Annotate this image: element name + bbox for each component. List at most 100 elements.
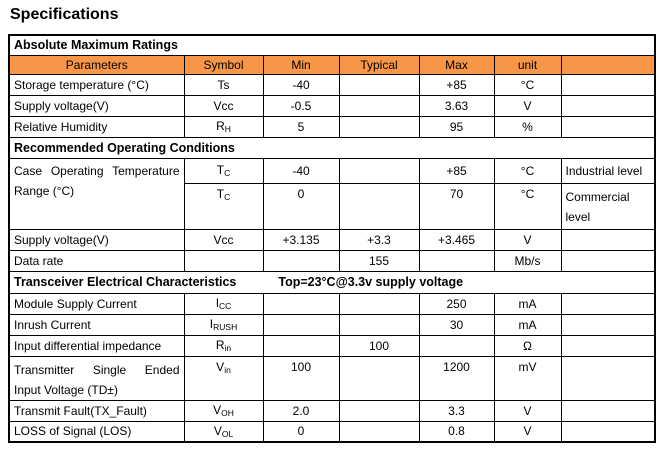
header-max: Max [418, 54, 495, 75]
param-line-2: Range (°C) [14, 183, 75, 198]
symbol-text: V [213, 403, 222, 417]
table-row-abs-supply-voltage: Supply voltage(V) Vcc -0.5 3.63 V [8, 94, 656, 117]
max-cell [418, 334, 495, 357]
header-min: Min [262, 54, 340, 75]
typical-cell [338, 115, 420, 138]
table-row-loss-of-signal: LOSS of Signal (LOS) VOL 0 0.8 V [8, 420, 656, 443]
section-title-text: Transceiver Electrical Characteristics [14, 275, 237, 289]
symbol-cell: ICC [183, 292, 264, 315]
table-row-storage-temperature: Storage temperature (°C) Ts -40 +85 °C [8, 73, 656, 96]
header-parameters: Parameters [8, 54, 185, 75]
symbol-cell: Ts [183, 73, 264, 96]
min-cell [262, 292, 340, 315]
symbol-text: T [216, 186, 225, 201]
note-cell [560, 73, 656, 96]
symbol-text: V [213, 423, 222, 438]
max-cell [418, 249, 495, 272]
symbol-cell [183, 249, 264, 272]
min-cell: +3.135 [262, 228, 340, 251]
typical-cell [338, 73, 420, 96]
max-cell: +85 [418, 157, 495, 184]
min-cell [262, 334, 340, 357]
symbol-text: R [215, 338, 225, 352]
note-cell: Commercial level [560, 182, 656, 230]
min-cell: -40 [262, 73, 340, 96]
symbol-subscript: CC [219, 301, 232, 311]
page-title: Specifications [10, 6, 119, 23]
symbol-subscript: OL [221, 428, 234, 439]
symbol-text: I [209, 317, 214, 331]
header-symbol: Symbol [183, 54, 264, 75]
symbol-text: Vcc [213, 232, 234, 247]
unit-cell: Ω [493, 334, 562, 357]
table-row-case-temp-commercial: TC 0 70 °C Commercial level [9, 182, 656, 230]
table-row-relative-humidity: Relative Humidity RH 5 95 % [8, 115, 656, 138]
header-extra [560, 54, 656, 75]
typical-cell [338, 313, 420, 336]
param-cell: Case Operating Temperature Range (°C) [8, 157, 185, 230]
typical-cell [338, 292, 420, 315]
max-cell: 95 [418, 115, 495, 138]
column-header-row: Parameters Symbol Min Typical Max unit [8, 54, 656, 75]
note-cell [560, 115, 656, 138]
symbol-subscript: RUSH [213, 322, 238, 332]
note-cell [560, 420, 656, 443]
max-cell: 70 [418, 182, 495, 230]
unit-cell: V [493, 399, 562, 422]
param-cell: Supply voltage(V) [8, 94, 185, 117]
min-cell: -40 [262, 157, 340, 184]
max-cell: 0.8 [418, 420, 495, 443]
param-cell: Transmitter Single Ended Input Voltage (… [8, 355, 185, 401]
max-cell: +3.465 [418, 228, 495, 251]
param-cell: Storage temperature (°C) [8, 73, 185, 96]
param-cell: Data rate [8, 249, 185, 272]
unit-cell: V [493, 420, 562, 443]
max-cell: 3.3 [418, 399, 495, 422]
max-cell: 1200 [418, 355, 495, 401]
min-cell [262, 313, 340, 336]
max-cell: 30 [418, 313, 495, 336]
table-row-transmitter-input-voltage: Transmitter Single Ended Input Voltage (… [8, 355, 656, 401]
note-cell: Industrial level [560, 157, 656, 184]
unit-cell: °C [493, 73, 562, 96]
table-row-module-supply-current: Module Supply Current ICC 250 mA [8, 292, 656, 315]
header-typical: Typical [338, 54, 420, 75]
unit-cell: mV [493, 355, 562, 401]
param-cell: Input differential impedance [8, 334, 185, 357]
symbol-cell: Vcc [183, 94, 264, 117]
symbol-text: T [216, 163, 225, 177]
symbol-cell: IRUSH [183, 313, 264, 336]
symbol-subscript: in [224, 343, 232, 353]
note-cell [560, 94, 656, 117]
param-cell: Module Supply Current [8, 292, 185, 315]
typical-cell [338, 420, 420, 443]
symbol-cell: RH [183, 115, 264, 138]
section-title: Absolute Maximum Ratings [8, 34, 656, 56]
note-cell [560, 292, 656, 315]
min-cell: 0 [262, 420, 340, 443]
unit-cell: V [493, 228, 562, 251]
specifications-table: Absolute Maximum Ratings Parameters Symb… [8, 34, 657, 443]
section-title-note: Top=23°C@3.3v supply voltage [278, 275, 464, 289]
unit-cell: Mb/s [493, 249, 562, 272]
symbol-text: R [216, 119, 225, 133]
unit-cell: mA [493, 313, 562, 336]
symbol-cell: TC [183, 157, 264, 184]
typical-cell: 155 [338, 249, 420, 272]
min-cell [262, 249, 340, 272]
symbol-text: I [215, 296, 220, 310]
unit-cell: °C [493, 157, 562, 184]
symbol-cell: TC [183, 182, 264, 230]
note-cell [560, 355, 656, 401]
section-title: Recommended Operating Conditions [8, 136, 656, 159]
symbol-cell: Vcc [183, 228, 264, 251]
symbol-subscript: in [224, 364, 231, 375]
typical-cell [338, 94, 420, 117]
unit-cell: % [493, 115, 562, 138]
table-row-inrush-current: Inrush Current IRUSH 30 mA [8, 313, 656, 336]
section-row-recommended-operating-conditions: Recommended Operating Conditions [8, 136, 656, 159]
typical-cell: 100 [338, 334, 420, 357]
section-title: Transceiver Electrical Characteristics To… [8, 270, 656, 294]
header-unit: unit [493, 54, 562, 75]
symbol-subscript: C [224, 168, 231, 178]
